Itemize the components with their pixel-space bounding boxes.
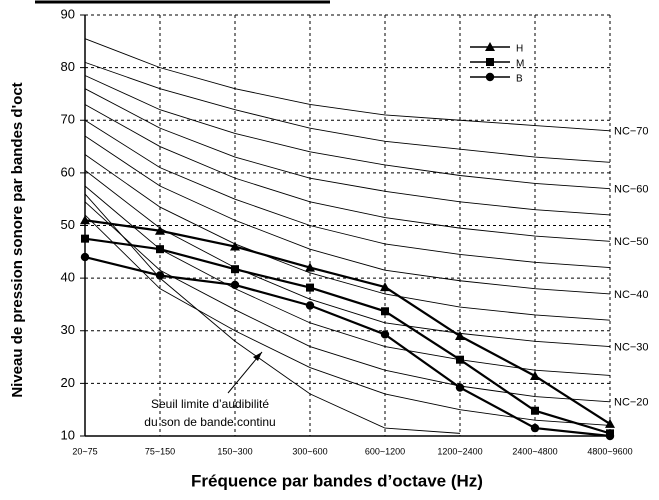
nc-label: NC−60 (614, 184, 649, 196)
legend-label: B (516, 74, 523, 85)
point (231, 265, 239, 274)
y-tick-label: 70 (61, 112, 75, 127)
point (80, 215, 90, 225)
point (155, 225, 165, 235)
y-tick-label: 50 (61, 217, 75, 232)
legend-label: M (516, 59, 524, 70)
point (230, 241, 240, 251)
point (155, 271, 165, 280)
point (80, 252, 90, 262)
nc-label: NC−30 (614, 341, 649, 353)
point (380, 330, 390, 339)
y-tick-label: 60 (61, 164, 75, 179)
point (485, 72, 495, 82)
point (230, 280, 240, 290)
y-tick-label: 90 (61, 6, 75, 21)
point (531, 406, 539, 415)
arrow-head (253, 352, 262, 361)
series-line (84, 256, 611, 438)
series-line (84, 219, 611, 425)
point (380, 282, 390, 292)
point (530, 423, 540, 433)
point (456, 355, 464, 364)
point (381, 307, 389, 316)
point (455, 331, 465, 341)
y-tick-label: 20 (61, 375, 75, 390)
y-tick-label: 30 (61, 322, 75, 337)
nc-curve (84, 119, 611, 269)
legend-label: H (516, 44, 523, 55)
x-tick-label: 2400~4800 (512, 446, 557, 456)
x-tick-label: 1200~2400 (437, 446, 482, 456)
nc-label: NC−20 (614, 397, 649, 409)
point (306, 283, 314, 292)
point (486, 58, 494, 66)
nc-label: NC−40 (614, 289, 649, 301)
nc-curve (84, 88, 611, 216)
point (305, 262, 315, 272)
y-axis-label: Niveau de pression sonore par bandes d'o… (9, 82, 26, 397)
nc-label: NC−50 (614, 236, 649, 248)
threshold-label: Seuil limite d’audibilité (151, 397, 269, 411)
nc-curve (84, 169, 611, 347)
nc-curve (84, 75, 611, 190)
y-tick-label: 40 (61, 270, 75, 285)
threshold-label: du son de bande continu (144, 415, 275, 429)
point (605, 431, 615, 441)
nc-curve (84, 135, 611, 295)
threshold-curve (84, 193, 461, 434)
y-tick-label: 10 (61, 427, 75, 442)
point (485, 42, 495, 51)
point (81, 234, 89, 243)
x-tick-label: 300~600 (292, 446, 327, 456)
nc-curve (84, 104, 611, 242)
nc-curve (84, 214, 611, 426)
x-tick-label: 75~150 (145, 446, 175, 456)
point (305, 301, 315, 310)
nc-curve (84, 154, 611, 321)
point (530, 371, 540, 381)
x-tick-label: 150~300 (217, 446, 252, 456)
x-tick-label: 4800~9600 (587, 446, 632, 456)
nc-label: NC−70 (614, 126, 649, 138)
y-tick-label: 80 (61, 59, 75, 74)
x-tick-label: 600~1200 (365, 446, 405, 456)
nc-curve (84, 61, 611, 163)
x-tick-label: 20~75 (72, 446, 97, 456)
point (455, 383, 465, 392)
x-axis-label: Fréquence par bandes d’octave (Hz) (191, 471, 483, 490)
series-line (84, 237, 611, 435)
nc-curve (84, 38, 611, 132)
point (156, 245, 164, 254)
point (605, 418, 615, 428)
